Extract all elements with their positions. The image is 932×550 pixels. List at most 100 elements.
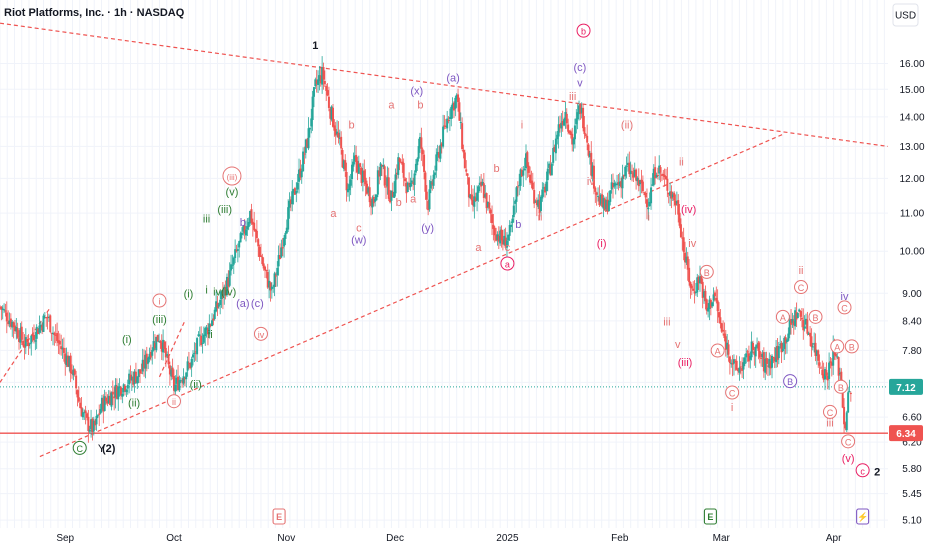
candle xyxy=(469,193,472,199)
candle-body xyxy=(670,191,673,199)
candle xyxy=(796,312,799,319)
candle-body xyxy=(582,107,585,129)
candle xyxy=(140,363,143,374)
candle xyxy=(830,358,833,377)
candle xyxy=(230,254,233,276)
candle xyxy=(826,372,829,390)
candle xyxy=(745,348,748,364)
candle xyxy=(508,220,511,241)
event-marker[interactable]: ⚡ xyxy=(856,508,870,525)
candle xyxy=(720,322,723,334)
wave-label: iii xyxy=(569,91,576,103)
candle-body xyxy=(269,282,272,291)
candle-body xyxy=(287,207,290,230)
candle xyxy=(346,183,349,197)
candle-body xyxy=(122,384,125,393)
candle-body xyxy=(542,187,545,189)
candle-body xyxy=(613,182,616,187)
candle xyxy=(416,157,419,172)
candle xyxy=(737,368,740,375)
candle-body xyxy=(158,340,161,342)
candle-body xyxy=(232,257,235,265)
candle xyxy=(258,244,261,261)
candle xyxy=(484,185,487,199)
candle-body xyxy=(436,151,439,156)
candle xyxy=(56,322,59,347)
candle xyxy=(652,164,655,187)
currency-button[interactable] xyxy=(892,3,919,27)
candle xyxy=(606,192,609,215)
level-price-badge[interactable] xyxy=(889,425,923,442)
trendlines[interactable] xyxy=(0,22,889,458)
candle-body xyxy=(56,333,59,342)
event-markers[interactable]: E E ⚡ xyxy=(272,508,870,525)
candle-body xyxy=(515,187,518,202)
price-axis[interactable]: Sep Oct Nov Dec 2025 Feb Mar Apr 16.00 15.00 14.00… xyxy=(56,59,925,544)
candle-body xyxy=(519,169,522,186)
event-marker[interactable]: E xyxy=(272,508,286,525)
candle xyxy=(462,144,465,159)
candle-body xyxy=(815,350,818,356)
candle xyxy=(85,412,88,421)
trendline-wave-channel[interactable] xyxy=(158,320,186,378)
candle xyxy=(204,326,207,346)
candle-body xyxy=(240,232,243,236)
candle xyxy=(576,103,579,130)
candle-body xyxy=(410,180,413,183)
candle xyxy=(554,131,557,161)
wave-label-circle xyxy=(576,23,591,38)
candle xyxy=(635,168,638,190)
candle-body xyxy=(272,287,275,289)
candle-body xyxy=(829,361,832,363)
candle xyxy=(844,421,847,431)
candle xyxy=(322,62,325,90)
candle xyxy=(0,306,3,321)
wave-label: b xyxy=(396,197,402,209)
candle xyxy=(829,356,832,369)
candle-body xyxy=(819,367,822,369)
trendline-support[interactable] xyxy=(39,133,784,458)
wave-label: C xyxy=(845,437,852,447)
candle-body xyxy=(16,328,19,338)
candle-body xyxy=(667,192,670,195)
candle xyxy=(847,386,850,414)
candle-body xyxy=(87,416,90,432)
candle xyxy=(637,168,640,192)
candle-body xyxy=(677,200,680,215)
candle-body xyxy=(374,199,377,202)
candle xyxy=(828,352,831,390)
candle-body xyxy=(200,335,203,346)
last-price-badge[interactable] xyxy=(889,378,923,395)
candle xyxy=(705,298,708,315)
wave-label: (ii) xyxy=(621,119,633,131)
trendline-resistance[interactable] xyxy=(0,22,889,148)
event-marker-label: E xyxy=(707,512,713,522)
candle-body xyxy=(308,127,311,130)
candle-body xyxy=(221,289,224,298)
candle-body xyxy=(495,235,498,241)
candle xyxy=(573,118,576,149)
candle-body xyxy=(257,239,260,247)
candle-body xyxy=(712,294,715,301)
candle xyxy=(563,117,566,127)
candle-body xyxy=(148,353,151,360)
event-marker[interactable]: E xyxy=(703,508,717,525)
candle xyxy=(656,167,659,180)
candle xyxy=(42,313,45,332)
candle xyxy=(454,95,457,117)
candle-body xyxy=(734,360,737,363)
candle-body xyxy=(535,200,538,206)
candle-body xyxy=(500,229,503,241)
candle-body xyxy=(575,118,578,125)
wave-label: 1 xyxy=(312,40,318,52)
candle xyxy=(626,153,629,172)
candle-body xyxy=(35,326,38,339)
wave-label: B xyxy=(704,268,710,278)
candle xyxy=(30,334,33,356)
candle-body xyxy=(665,176,667,180)
candle xyxy=(708,295,711,321)
candle xyxy=(398,157,401,171)
candle xyxy=(722,320,725,336)
